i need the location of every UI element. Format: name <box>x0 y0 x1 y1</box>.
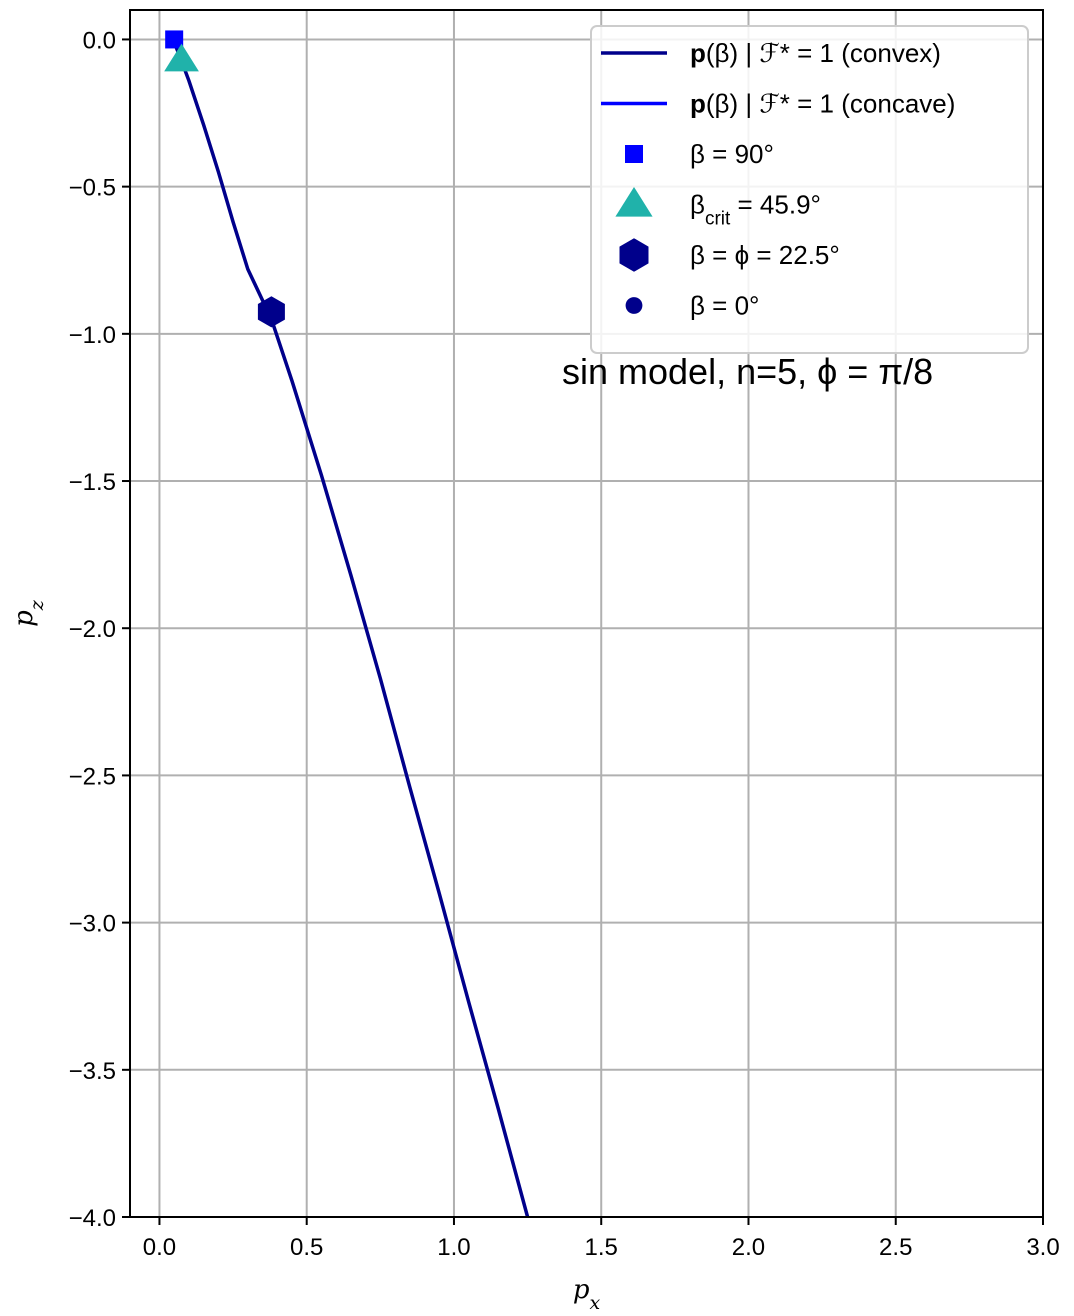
x-tick-label: 1.5 <box>585 1234 618 1261</box>
y-tick-label: 0.0 <box>83 27 116 54</box>
y-tick-label: −0.5 <box>69 175 116 202</box>
square-marker <box>165 30 184 49</box>
x-tick-label: 2.0 <box>732 1234 765 1261</box>
legend-entry-label: p(β) | ℱ* = 1 (convex) <box>690 38 941 68</box>
legend-entry-label: β = ϕ = 22.5° <box>690 240 840 270</box>
chart-annotation: sin model, n=5, ϕ = π/8 <box>562 351 933 392</box>
legend: p(β) | ℱ* = 1 (convex) p(β) | ℱ* = 1 (con… <box>590 25 1029 354</box>
y-tick-label: −2.5 <box>69 763 116 790</box>
y-tick-label: −3.0 <box>69 911 116 938</box>
x-tick-label: 2.5 <box>879 1234 912 1261</box>
plot-frame <box>129 9 1044 1218</box>
y-tick-label: −3.5 <box>69 1058 116 1085</box>
x-tick-label: 1.0 <box>437 1234 470 1261</box>
hexagon-marker <box>257 296 285 328</box>
legend-triangle-swatch <box>615 186 653 217</box>
y-tick-label: −1.5 <box>69 469 116 496</box>
marker-layer <box>164 30 285 328</box>
legend-square-swatch <box>625 145 643 163</box>
series-line <box>172 41 530 1218</box>
y-tick-label: −2.0 <box>69 616 116 643</box>
legend-entry-label: β = 0° <box>690 291 759 321</box>
y-tick-label: −4.0 <box>69 1205 116 1232</box>
y-axis-label: pz <box>9 599 48 627</box>
triangle-marker <box>164 43 199 72</box>
legend-entry-label: p(β) | ℱ* = 1 (concave) <box>690 89 955 119</box>
legend-entry-label: β = 90° <box>690 139 774 169</box>
x-tick-label: 0.5 <box>290 1234 323 1261</box>
legend-circle-swatch <box>625 297 643 314</box>
x-axis-label: px <box>573 1275 601 1314</box>
legend-hexagon-swatch <box>619 238 649 272</box>
legend-box <box>590 25 1029 354</box>
x-tick-label: 0.0 <box>143 1234 176 1261</box>
x-tick-label: 3.0 <box>1026 1234 1059 1261</box>
legend-entry-label: βcrit = 45.9° <box>690 190 821 230</box>
series-layer <box>172 41 530 1218</box>
ticks: 0.0 0.5 1.0 1.5 2.0 2.5 3.0 0.0 −0.5 −1.0 −1.5 −2.0… <box>69 27 1060 1261</box>
y-tick-label: −1.0 <box>69 322 116 349</box>
